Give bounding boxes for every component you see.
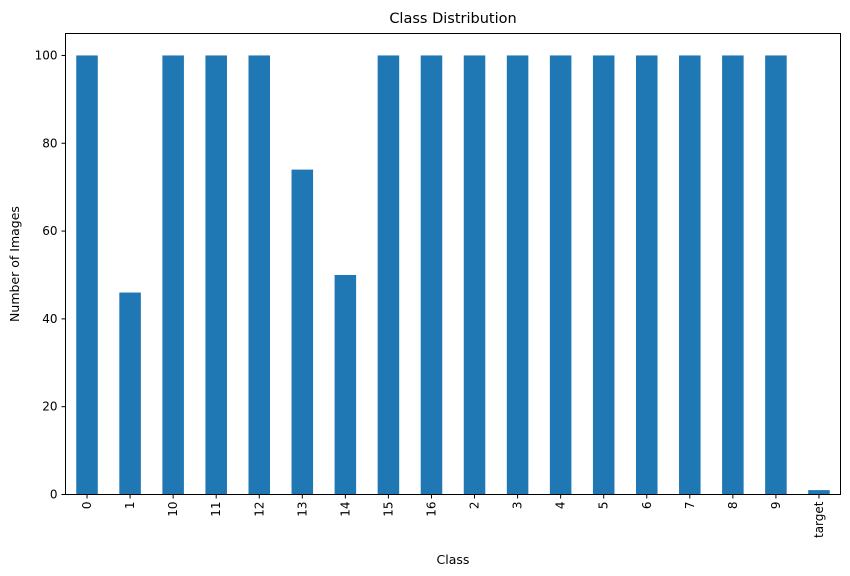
x-tick-label-target: target (812, 501, 826, 538)
x-tick-label-8: 8 (726, 502, 740, 510)
bar-8 (722, 55, 744, 495)
bar-16 (420, 55, 443, 495)
bar-1 (119, 292, 141, 495)
y-tick-label-0: 0 (50, 488, 58, 502)
bar-7 (679, 55, 701, 495)
y-tick-label-80: 80 (42, 136, 57, 150)
x-tick-label-1: 1 (123, 502, 137, 510)
y-tick-label-60: 60 (42, 224, 57, 238)
x-tick-label-0: 0 (80, 502, 94, 510)
bar-0 (76, 55, 98, 495)
x-tick-label-5: 5 (597, 502, 611, 510)
bar-6 (635, 55, 658, 495)
bar-9 (765, 55, 787, 495)
x-tick-label-6: 6 (640, 502, 654, 510)
x-tick-label-10: 10 (166, 502, 180, 517)
plot-frame (65, 33, 841, 495)
bar-target (808, 490, 830, 495)
x-tick-label-9: 9 (769, 502, 783, 510)
bar-4 (549, 55, 572, 495)
bar-5 (592, 55, 615, 495)
x-tick-label-2: 2 (468, 502, 482, 510)
y-axis-label: Number of Images (7, 206, 22, 322)
x-tick-label-12: 12 (252, 502, 266, 517)
y-tick-label-20: 20 (42, 400, 57, 414)
x-tick-label-15: 15 (381, 502, 395, 517)
x-tick-label-11: 11 (209, 502, 223, 517)
bar-13 (291, 169, 314, 495)
y-tick-label-40: 40 (42, 312, 57, 326)
y-tick-label-100: 100 (35, 48, 58, 62)
x-tick-label-3: 3 (511, 502, 525, 510)
bar-3 (506, 55, 529, 495)
x-axis-ticks: 0 1 10 11 12 13 14 15 16 2 3 4 5 6 7 8 9 target (80, 494, 826, 538)
x-axis-label: Class (437, 552, 470, 567)
bar-10 (162, 55, 184, 495)
bar-11 (205, 55, 227, 495)
bar-2 (463, 55, 486, 495)
x-tick-label-7: 7 (683, 502, 697, 510)
bar-12 (248, 55, 271, 495)
bar-15 (377, 55, 400, 495)
chart-title: Class Distribution (389, 11, 516, 27)
bar-14 (334, 274, 357, 495)
bars-layer (76, 55, 830, 495)
y-axis-ticks: 0 20 40 60 80 100 (35, 48, 66, 502)
x-tick-label-14: 14 (338, 502, 352, 517)
x-tick-label-4: 4 (554, 502, 568, 510)
x-tick-label-16: 16 (424, 502, 438, 517)
x-tick-label-13: 13 (295, 502, 309, 517)
